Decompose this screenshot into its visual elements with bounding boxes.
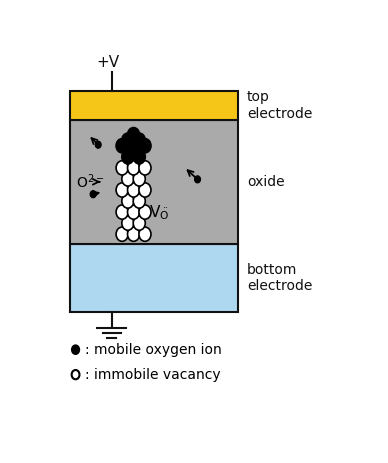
- Circle shape: [139, 227, 151, 241]
- Text: oxide: oxide: [247, 175, 284, 189]
- Circle shape: [128, 183, 140, 197]
- Text: : mobile oxygen ion: : mobile oxygen ion: [85, 343, 221, 357]
- Circle shape: [128, 161, 140, 175]
- Circle shape: [128, 205, 140, 219]
- Circle shape: [194, 176, 201, 183]
- Circle shape: [90, 191, 96, 198]
- Circle shape: [116, 183, 128, 197]
- Circle shape: [122, 194, 134, 208]
- Circle shape: [139, 161, 151, 175]
- Circle shape: [128, 138, 140, 153]
- Circle shape: [128, 227, 140, 241]
- Text: bottom
electrode: bottom electrode: [247, 263, 312, 293]
- Circle shape: [122, 172, 134, 186]
- Circle shape: [133, 194, 145, 208]
- Bar: [69, 91, 238, 120]
- Text: $\rm V_{\ddot{O}}$: $\rm V_{\ddot{O}}$: [149, 203, 169, 222]
- Circle shape: [95, 141, 101, 148]
- Circle shape: [128, 128, 140, 142]
- Circle shape: [116, 227, 128, 241]
- Circle shape: [116, 161, 128, 175]
- Circle shape: [139, 205, 151, 219]
- Circle shape: [72, 370, 80, 379]
- Text: top
electrode: top electrode: [247, 90, 312, 121]
- Circle shape: [122, 133, 134, 147]
- Text: : immobile vacancy: : immobile vacancy: [85, 368, 220, 382]
- Text: +V: +V: [97, 55, 120, 70]
- Circle shape: [122, 216, 134, 230]
- Circle shape: [133, 172, 145, 186]
- Circle shape: [122, 150, 134, 164]
- Circle shape: [133, 216, 145, 230]
- Circle shape: [139, 183, 151, 197]
- Circle shape: [116, 138, 128, 153]
- Circle shape: [133, 133, 145, 147]
- Circle shape: [133, 150, 145, 164]
- Bar: [69, 120, 238, 244]
- Circle shape: [116, 205, 128, 219]
- Circle shape: [72, 345, 80, 354]
- Circle shape: [139, 138, 151, 153]
- Bar: [69, 244, 238, 312]
- Text: $\rm O^{2-}$: $\rm O^{2-}$: [76, 173, 104, 191]
